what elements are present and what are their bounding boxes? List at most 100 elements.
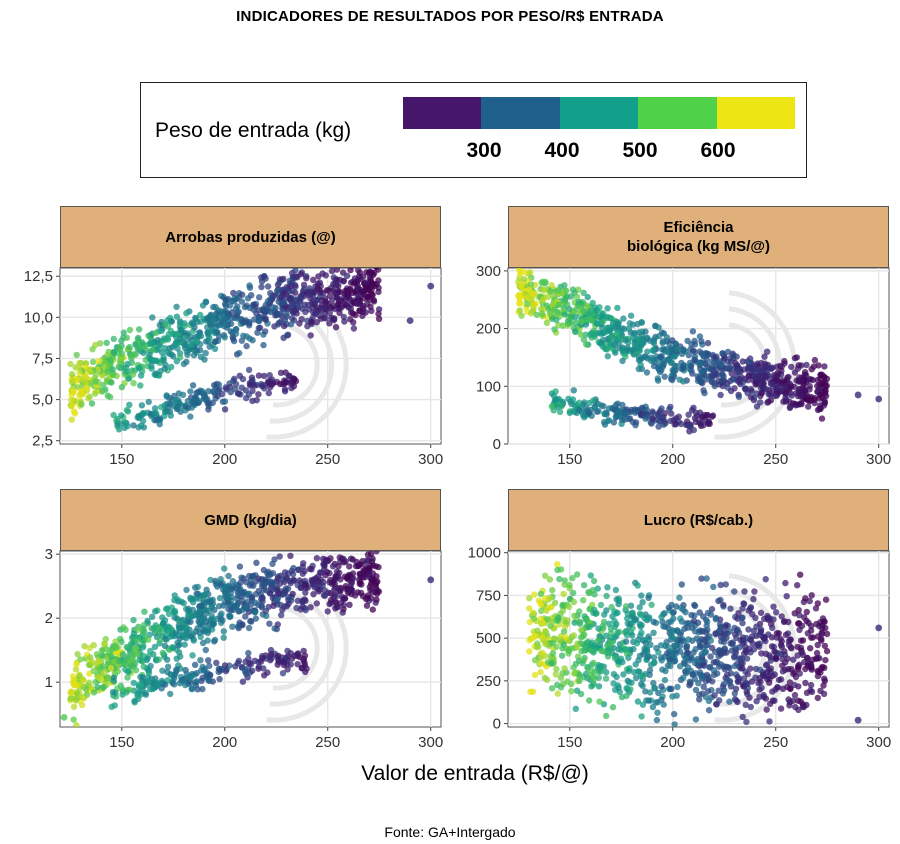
data-point: [705, 351, 712, 358]
data-point: [137, 382, 144, 389]
data-point: [164, 323, 172, 330]
data-point: [288, 384, 295, 392]
data-point: [685, 422, 692, 429]
data-point: [197, 311, 204, 319]
data-point: [614, 629, 621, 636]
data-point: [732, 685, 740, 693]
data-point: [290, 375, 297, 382]
data-point: [739, 619, 746, 627]
x-tick-label: 300: [418, 451, 443, 468]
data-point: [516, 300, 523, 307]
data-point: [202, 591, 209, 598]
data-point: [717, 661, 725, 668]
data-point: [330, 578, 337, 586]
data-point: [226, 613, 233, 621]
data-point: [708, 373, 715, 380]
data-point: [736, 378, 743, 386]
data-point: [199, 615, 206, 623]
data-point: [720, 687, 728, 694]
data-point: [147, 647, 154, 655]
data-point: [194, 389, 201, 396]
data-point: [220, 628, 227, 635]
data-point: [123, 406, 130, 414]
data-point: [258, 594, 266, 601]
data-point: [745, 626, 752, 633]
data-point: [807, 681, 815, 689]
data-point: [598, 647, 605, 655]
data-point: [285, 600, 292, 608]
data-point: [587, 572, 594, 579]
data-point: [594, 320, 601, 327]
data-point: [629, 609, 636, 616]
data-point: [70, 676, 78, 684]
data-point: [530, 615, 538, 622]
data-point: [574, 643, 581, 651]
data-point: [650, 362, 658, 370]
data-point: [115, 363, 122, 370]
data-point: [589, 397, 597, 404]
data-point: [118, 638, 125, 646]
data-point: [292, 268, 299, 274]
data-point: [280, 275, 287, 283]
data-point: [315, 588, 322, 595]
x-tick-label: 200: [660, 734, 685, 751]
data-point: [98, 652, 106, 659]
data-point: [696, 333, 704, 340]
data-point: [781, 357, 788, 365]
data-point: [160, 620, 167, 627]
data-point: [696, 348, 703, 355]
data-point: [603, 592, 610, 600]
data-point: [538, 310, 546, 317]
data-point: [262, 328, 269, 335]
data-point: [313, 319, 320, 326]
data-point: [568, 680, 575, 688]
data-point: [118, 337, 125, 344]
data-point: [275, 658, 282, 666]
data-point: [333, 592, 340, 599]
data-point: [206, 400, 213, 407]
data-point: [619, 346, 627, 353]
data-point: [68, 688, 75, 695]
data-point: [589, 299, 596, 307]
data-point: [551, 599, 559, 606]
data-point: [531, 671, 539, 679]
data-point: [373, 573, 380, 580]
scatter-points: [60, 551, 435, 727]
legend-color-swatch: [559, 97, 639, 129]
data-point: [622, 337, 629, 344]
data-point: [560, 641, 567, 648]
data-point: [553, 316, 560, 323]
data-point: [118, 420, 125, 427]
data-point: [343, 574, 351, 582]
data-point: [805, 403, 812, 410]
data-point: [348, 268, 354, 270]
data-point: [542, 286, 549, 294]
data-point: [146, 631, 153, 639]
data-point: [324, 608, 331, 615]
data-point: [675, 345, 682, 353]
data-point: [161, 642, 169, 649]
data-point: [217, 615, 225, 623]
data-point: [368, 307, 375, 315]
data-point: [138, 402, 146, 409]
data-point: [745, 645, 753, 652]
data-point: [548, 660, 555, 667]
data-point: [158, 677, 166, 685]
data-point: [807, 645, 814, 652]
data-point: [427, 282, 435, 290]
data-point: [329, 297, 336, 304]
data-point: [708, 605, 716, 613]
data-point: [255, 372, 263, 379]
data-point: [83, 385, 91, 392]
data-point: [314, 280, 322, 287]
data-point: [783, 593, 790, 600]
data-point: [183, 310, 190, 317]
watermark-arc: [269, 306, 335, 424]
data-point: [211, 636, 219, 644]
data-point: [156, 415, 163, 422]
data-point: [710, 367, 717, 374]
data-point: [603, 712, 610, 720]
data-point: [648, 357, 655, 364]
data-point: [146, 351, 153, 359]
data-point: [172, 670, 179, 678]
